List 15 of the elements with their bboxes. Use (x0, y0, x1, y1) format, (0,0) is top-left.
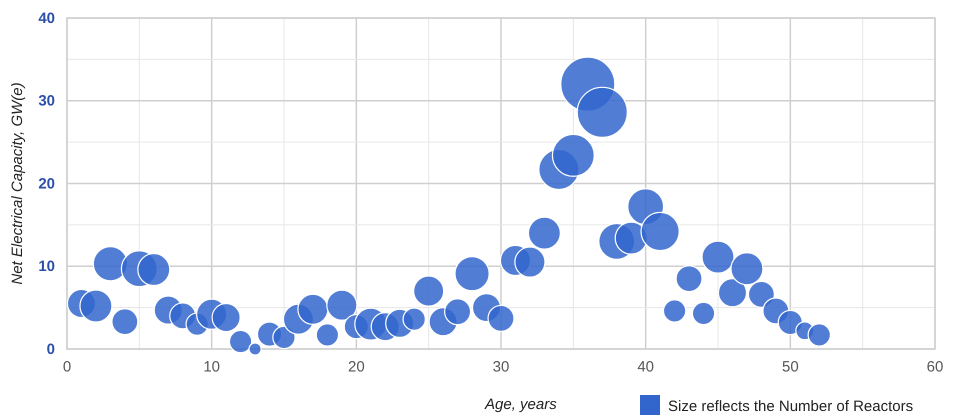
x-tick-label: 10 (203, 358, 220, 376)
x-tick-label: 30 (492, 358, 510, 376)
x-tick-label: 60 (926, 358, 944, 376)
y-tick-label: 40 (38, 10, 55, 27)
x-tick-label: 20 (348, 358, 365, 376)
y-tick-label: 0 (46, 340, 55, 358)
y-tick-label: 10 (38, 258, 55, 276)
y-axis-title: Net Electrical Capacity, GW(e) (9, 82, 26, 285)
y-tick-label: 30 (38, 92, 55, 110)
x-tick-label: 40 (637, 358, 654, 376)
y-tick-label: 20 (38, 175, 55, 192)
legend-label: Size reflects the Number of Reactors (668, 398, 914, 415)
x-axis-title: Age, years (484, 396, 558, 413)
x-tick-label: 0 (62, 358, 72, 376)
x-tick-label: 50 (782, 358, 799, 376)
